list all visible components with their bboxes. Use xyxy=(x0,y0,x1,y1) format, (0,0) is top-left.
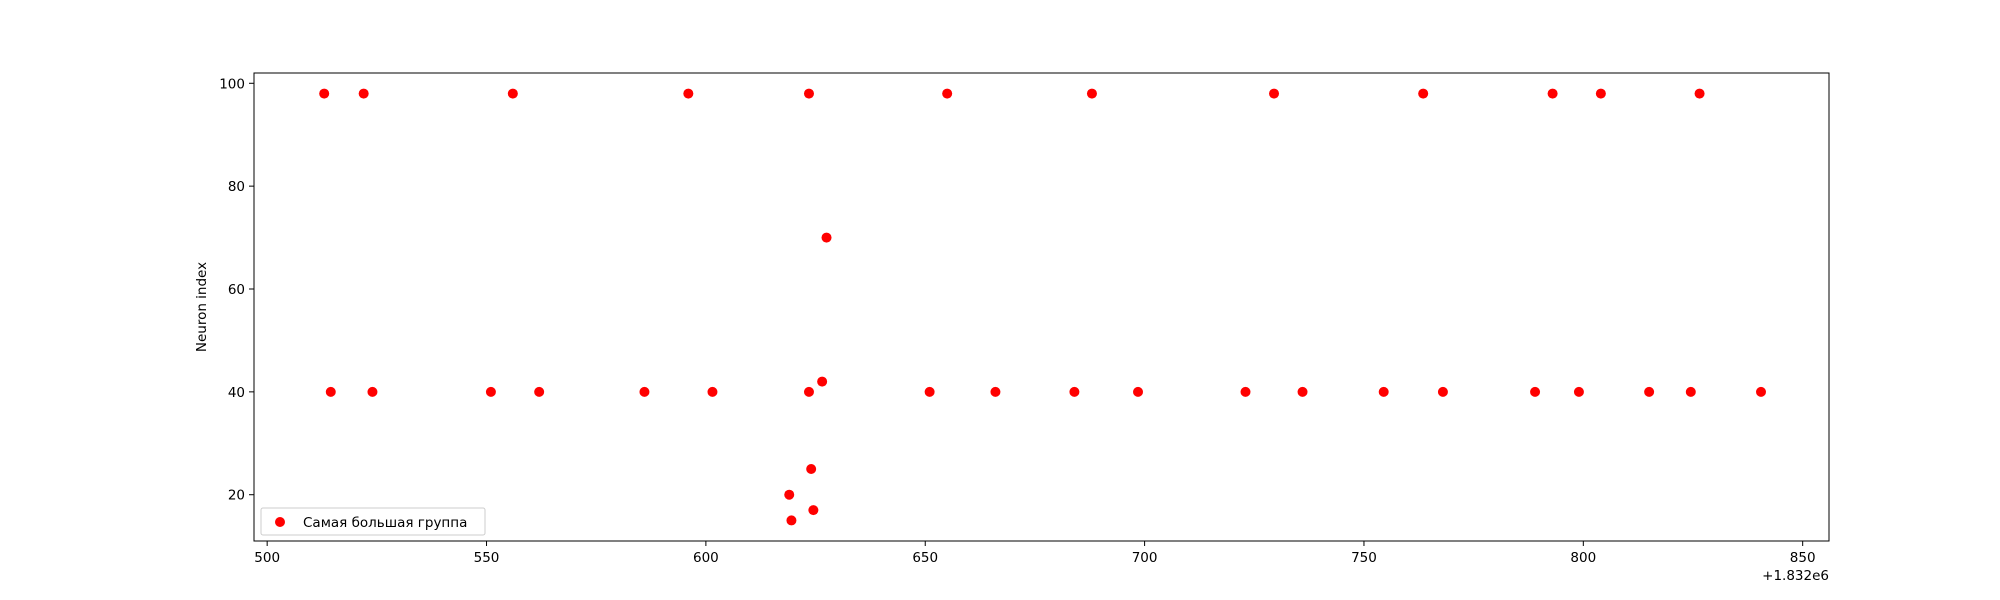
y-tick-label: 40 xyxy=(228,385,245,401)
data-point xyxy=(358,88,369,99)
y-tick-label: 100 xyxy=(219,76,245,92)
data-point xyxy=(325,386,336,397)
x-tick-label: 750 xyxy=(1351,550,1377,566)
x-tick-label: 600 xyxy=(693,550,719,566)
x-tick-label: 500 xyxy=(254,550,280,566)
data-point xyxy=(786,515,797,526)
data-point xyxy=(1297,386,1308,397)
data-point xyxy=(942,88,953,99)
data-point xyxy=(1694,88,1705,99)
data-point xyxy=(1086,88,1097,99)
x-axis-offset-label: +1.832e6 xyxy=(1762,568,1829,584)
data-point xyxy=(1418,88,1429,99)
legend-label: Самая большая группа xyxy=(303,515,467,531)
data-point xyxy=(507,88,518,99)
data-point xyxy=(1378,386,1389,397)
data-point xyxy=(990,386,1001,397)
x-tick-label: 850 xyxy=(1790,550,1816,566)
data-point xyxy=(1133,386,1144,397)
legend-box xyxy=(260,507,486,536)
plot-area-frame xyxy=(253,72,1830,542)
data-point xyxy=(1644,386,1655,397)
data-point xyxy=(1269,88,1280,99)
y-axis-label: Neuron index xyxy=(194,262,210,352)
data-point xyxy=(806,464,817,474)
y-tick-label: 60 xyxy=(228,282,245,298)
axis-ticks: 500 550 600 650 700 750 800 850 20 40 60 80 100 xyxy=(219,76,1815,566)
data-point xyxy=(485,386,496,397)
data-point xyxy=(1547,88,1558,99)
data-point xyxy=(803,88,814,99)
data-point xyxy=(924,386,935,397)
data-point xyxy=(803,386,814,397)
data-point xyxy=(784,489,795,500)
data-point xyxy=(683,88,694,99)
x-tick-label: 700 xyxy=(1132,550,1158,566)
x-tick-label: 550 xyxy=(474,550,500,566)
data-point xyxy=(707,386,718,397)
data-point xyxy=(1755,386,1766,397)
data-point xyxy=(1530,386,1541,397)
data-points xyxy=(319,88,1766,526)
data-point xyxy=(821,232,832,243)
data-point xyxy=(367,386,378,397)
y-tick-label: 20 xyxy=(228,488,245,504)
data-point xyxy=(1685,386,1696,397)
legend: Самая большая группа xyxy=(260,507,486,536)
data-point xyxy=(817,376,828,387)
legend-marker xyxy=(275,517,285,527)
data-point xyxy=(534,386,545,397)
x-tick-label: 650 xyxy=(912,550,938,566)
data-point xyxy=(1240,386,1251,397)
data-point xyxy=(1595,88,1606,99)
data-point xyxy=(1573,386,1584,397)
data-point xyxy=(808,505,819,516)
data-point xyxy=(1069,386,1080,397)
data-point xyxy=(319,88,330,99)
y-tick-label: 80 xyxy=(228,179,245,195)
data-point xyxy=(639,386,650,397)
data-point xyxy=(1437,386,1448,397)
x-tick-label: 800 xyxy=(1570,550,1596,566)
